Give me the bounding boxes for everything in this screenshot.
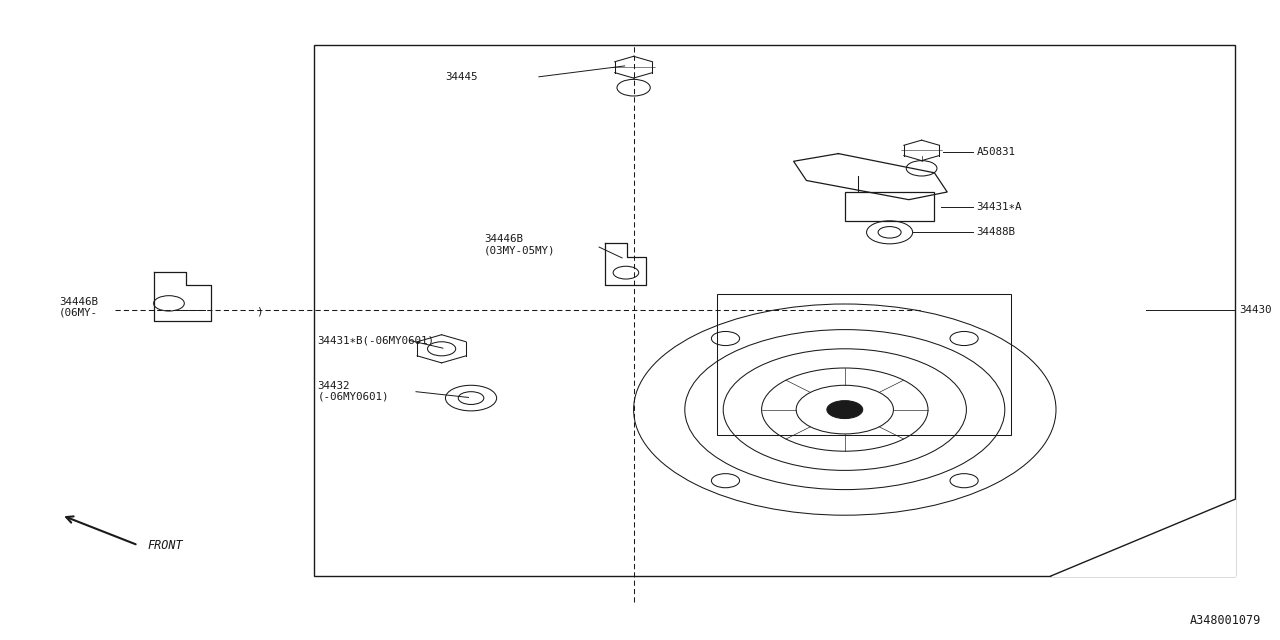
Text: 34432: 34432 <box>317 381 349 391</box>
Text: 34431∗A: 34431∗A <box>977 202 1023 212</box>
Text: (06MY-: (06MY- <box>59 308 97 318</box>
Text: ): ) <box>256 306 262 316</box>
Text: 34430: 34430 <box>1239 305 1271 316</box>
Circle shape <box>827 401 863 419</box>
Bar <box>717 294 1011 435</box>
Bar <box>314 45 1235 576</box>
Text: FRONT: FRONT <box>147 539 183 552</box>
Text: 34446B: 34446B <box>484 234 522 244</box>
Text: A348001079: A348001079 <box>1189 614 1261 627</box>
Text: 34446B: 34446B <box>59 297 97 307</box>
Text: A50831: A50831 <box>977 147 1015 157</box>
Text: (-06MY0601): (-06MY0601) <box>317 392 389 402</box>
Text: 34488B: 34488B <box>977 227 1015 237</box>
Text: 34431∗B(-06MY0601): 34431∗B(-06MY0601) <box>317 335 434 346</box>
Text: 34445: 34445 <box>445 72 477 83</box>
Polygon shape <box>1051 499 1235 576</box>
Bar <box>845 192 934 221</box>
Text: (03MY-05MY): (03MY-05MY) <box>484 245 556 255</box>
